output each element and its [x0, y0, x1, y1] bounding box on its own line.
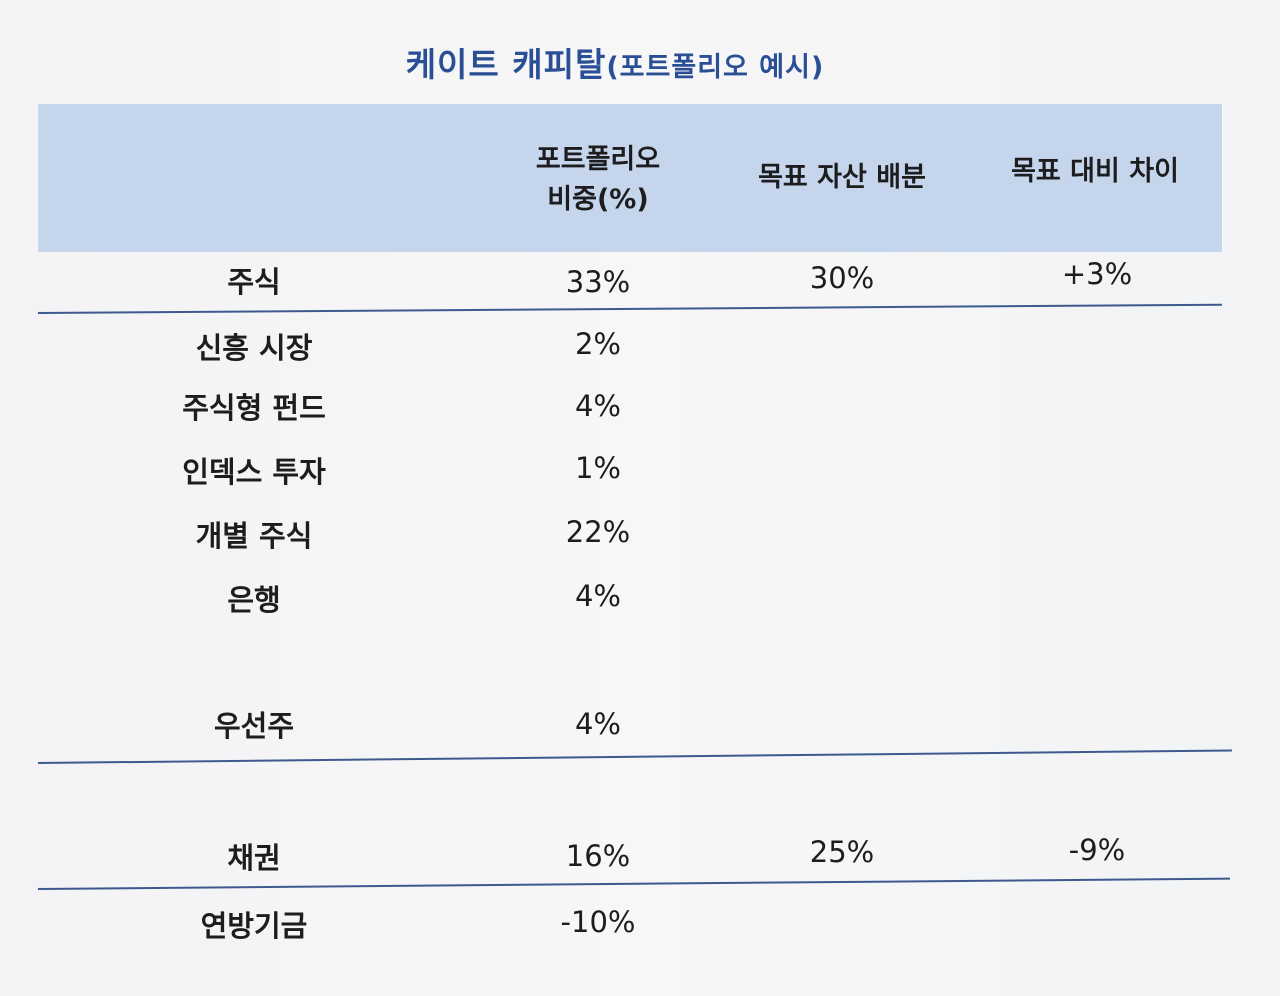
row-divider [37, 749, 1232, 764]
row-label-banks: 은행 [227, 583, 281, 617]
header-portfolio-weight: 포트폴리오 비중(%) [498, 140, 698, 220]
row-weight-equity-funds: 4% [574, 389, 621, 423]
header-portfolio-weight-line2: 비중(%) [547, 184, 649, 215]
header-target-allocation: 목표 자산 배분 [758, 162, 926, 193]
row-target-stocks: 30% [809, 261, 875, 295]
row-diff-bonds: -9% [1068, 833, 1126, 867]
row-diff-stocks: +3% [1061, 257, 1133, 291]
row-divider [37, 877, 1230, 890]
row-label-individual-stocks: 개별 주식 [195, 519, 313, 553]
row-weight-index-investing: 1% [574, 451, 621, 485]
row-divider [37, 303, 1222, 314]
row-target-bonds: 25% [809, 835, 875, 869]
row-label-bonds: 채권 [227, 841, 281, 875]
row-weight-individual-stocks: 22% [565, 515, 631, 549]
title-main: 케이트 캐피탈 [405, 45, 607, 84]
row-label-stocks: 주식 [227, 265, 281, 299]
title-sub: (포트폴리오 예시) [606, 52, 825, 83]
row-weight-preferred-stocks: 4% [574, 707, 621, 741]
row-weight-federal-funds: -10% [560, 905, 636, 939]
table-header-band [38, 104, 1222, 252]
row-label-index-investing: 인덱스 투자 [182, 455, 326, 489]
row-label-emerging-markets: 신흥 시장 [195, 331, 313, 365]
page-title: 케이트 캐피탈(포트폴리오 예시) [0, 38, 1230, 86]
row-weight-banks: 4% [574, 579, 621, 613]
row-weight-bonds: 16% [565, 839, 631, 873]
header-portfolio-weight-line1: 포트폴리오 [535, 144, 661, 175]
row-weight-emerging-markets: 2% [574, 327, 621, 361]
row-weight-stocks: 33% [565, 265, 631, 299]
row-label-federal-funds: 연방기금 [200, 909, 308, 943]
row-label-equity-funds: 주식형 펀드 [182, 391, 326, 425]
row-label-preferred-stocks: 우선주 [213, 709, 295, 743]
header-target-difference: 목표 대비 차이 [1011, 156, 1179, 187]
